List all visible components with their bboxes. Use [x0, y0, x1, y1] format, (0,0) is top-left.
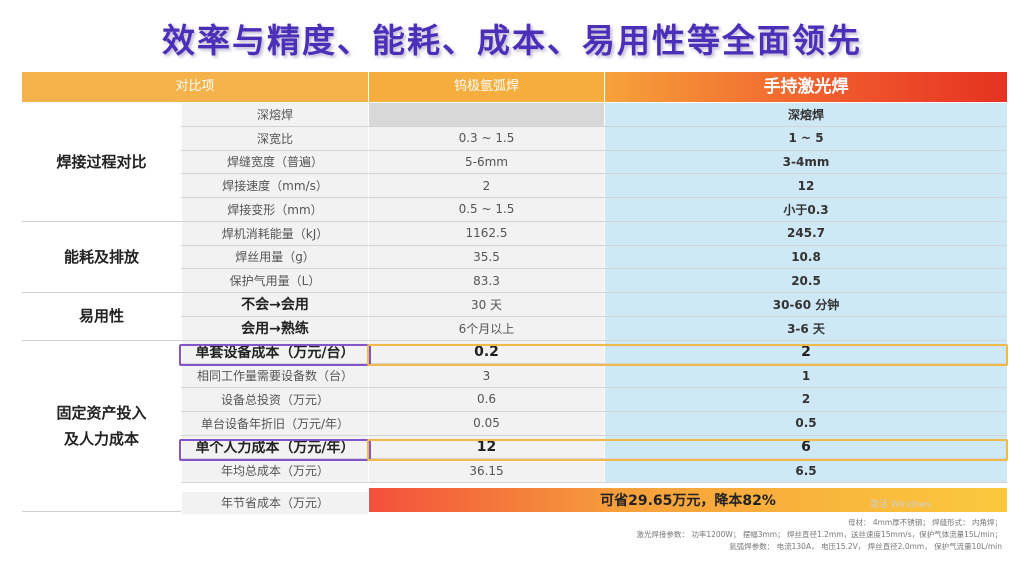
- row-item: 焊机消耗能量（kJ）: [182, 221, 368, 245]
- row-laser-value: 3-6 天: [605, 316, 1007, 340]
- row-tig-value: [369, 103, 604, 126]
- row-item: 年均总成本（万元）: [182, 459, 368, 482]
- row-laser-value: 30-60 分钟: [605, 293, 1007, 316]
- header-item: 对比项: [22, 72, 368, 102]
- row-tig-value: 0.6: [369, 388, 604, 411]
- table-row: 焊机消耗能量（kJ） 1162.5 245.7: [22, 221, 1007, 246]
- watermark: 激活 Windows: [870, 500, 932, 510]
- row-tig-value: 35.5: [369, 245, 604, 269]
- row-tig-value: 1162.5: [369, 221, 604, 245]
- saving-item: 年节省成本（万元）: [182, 491, 368, 514]
- row-item: 焊接变形（mm）: [182, 198, 368, 221]
- row-laser-value: 1 ~ 5: [605, 126, 1007, 150]
- table-row: 单台设备年折旧（万元/年） 0.05 0.5: [22, 411, 1007, 436]
- table-row: 焊丝用量（g） 35.5 10.8: [22, 245, 1007, 270]
- category-cost: 固定资产投入 及人力成本: [22, 340, 181, 512]
- row-item: 保护气用量（L）: [182, 269, 368, 292]
- row-tig-value: 12: [369, 435, 604, 459]
- row-laser-value: 20.5: [605, 269, 1007, 292]
- row-tig-value: 0.2: [369, 340, 604, 364]
- table-row: 设备总投资（万元） 0.6 2: [22, 388, 1007, 412]
- row-item: 深宽比: [182, 126, 368, 150]
- table-row: 单套设备成本（万元/台） 0.2 2: [22, 340, 1007, 365]
- row-item: 单个人力成本（万元/年）: [182, 435, 368, 459]
- table-row: 焊接变形（mm） 0.5 ~ 1.5 小于0.3: [22, 198, 1007, 222]
- table-row: 焊缝宽度（普遍） 5-6mm 3-4mm: [22, 150, 1007, 175]
- row-laser-value: 1: [605, 364, 1007, 387]
- row-tig-value: 0.5 ~ 1.5: [369, 198, 604, 221]
- row-laser-value: 6.5: [605, 459, 1007, 482]
- table-row: 保护气用量（L） 83.3 20.5: [22, 269, 1007, 293]
- table-row: 深熔焊 深熔焊: [22, 103, 1007, 127]
- row-tig-value: 36.15: [369, 459, 604, 482]
- row-tig-value: 0.05: [369, 411, 604, 435]
- row-laser-value: 6: [605, 435, 1007, 459]
- row-tig-value: 3: [369, 364, 604, 387]
- row-tig-value: 2: [369, 174, 604, 197]
- header-laser: 手持激光焊: [605, 72, 1007, 102]
- category-cost-line1: 固定资产投入: [56, 403, 147, 422]
- row-item: 单套设备成本（万元/台）: [182, 340, 368, 364]
- row-laser-value: 2: [605, 340, 1007, 364]
- row-item: 相同工作量需要设备数（台）: [182, 364, 368, 387]
- table-row: 年均总成本（万元） 36.15 6.5: [22, 459, 1007, 483]
- row-item: 设备总投资（万元）: [182, 388, 368, 411]
- note-line-3: 氩弧焊参数： 电流130A， 电压15.2V， 焊丝直径2.0mm， 保护气流量…: [729, 542, 1002, 551]
- row-item: 焊缝宽度（普遍）: [182, 150, 368, 174]
- category-welding: 焊接过程对比: [22, 103, 181, 222]
- row-item: 不会→会用: [182, 293, 368, 316]
- row-tig-value: 30 天: [369, 293, 604, 316]
- row-laser-value: 245.7: [605, 221, 1007, 245]
- row-laser-value: 深熔焊: [605, 103, 1007, 126]
- row-item: 单台设备年折旧（万元/年）: [182, 411, 368, 435]
- page-title: 效率与精度、能耗、成本、易用性等全面领先: [162, 21, 862, 60]
- row-tig-value: 5-6mm: [369, 150, 604, 174]
- table-row: 深宽比 0.3 ~ 1.5 1 ~ 5: [22, 126, 1007, 151]
- note-line-2: 激光焊接参数： 功率1200W； 摆幅3mm； 焊丝直径1.2mm，送丝速度15…: [636, 530, 1002, 539]
- row-tig-value: 6个月以上: [369, 316, 604, 340]
- header-tig: 钨极氩弧焊: [369, 72, 604, 102]
- row-laser-value: 2: [605, 388, 1007, 411]
- row-laser-value: 12: [605, 174, 1007, 197]
- row-laser-value: 10.8: [605, 245, 1007, 269]
- row-laser-value: 3-4mm: [605, 150, 1007, 174]
- note-line-1: 母材： 4mm厚不锈钢； 焊缝形式： 内角焊；: [847, 518, 1002, 527]
- table-row: 会用→熟练 6个月以上 3-6 天: [22, 316, 1007, 341]
- category-usability: 易用性: [22, 293, 181, 341]
- saving-value: 可省29.65万元，降本82%: [369, 488, 1007, 512]
- category-energy: 能耗及排放: [22, 221, 181, 293]
- row-item: 深熔焊: [182, 103, 368, 126]
- row-laser-value: 0.5: [605, 411, 1007, 435]
- table-row: 焊接速度（mm/s） 2 12: [22, 174, 1007, 198]
- table-row: 不会→会用 30 天 30-60 分钟: [22, 293, 1007, 317]
- table-row: 单个人力成本（万元/年） 12 6: [22, 435, 1007, 460]
- footnotes: 母材： 4mm厚不锈钢； 焊缝形式： 内角焊； 激光焊接参数： 功率1200W；…: [442, 517, 1002, 553]
- row-tig-value: 0.3 ~ 1.5: [369, 126, 604, 150]
- table-row: 相同工作量需要设备数（台） 3 1: [22, 364, 1007, 388]
- row-item: 焊接速度（mm/s）: [182, 174, 368, 197]
- row-item: 焊丝用量（g）: [182, 245, 368, 269]
- category-cost-line2: 及人力成本: [63, 429, 139, 448]
- row-item: 会用→熟练: [182, 316, 368, 340]
- saving-row: 年节省成本（万元）: [22, 491, 1007, 514]
- row-laser-value: 小于0.3: [605, 198, 1007, 221]
- row-tig-value: 83.3: [369, 269, 604, 292]
